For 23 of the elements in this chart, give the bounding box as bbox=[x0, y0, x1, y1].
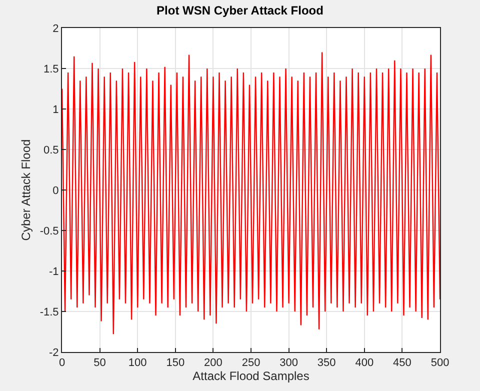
x-tick-label: 400 bbox=[355, 357, 374, 370]
y-tick-label: -1 bbox=[49, 266, 59, 278]
chart-title: Plot WSN Cyber Attack Flood bbox=[156, 3, 324, 18]
y-axis-title: Cyber Attack Flood bbox=[19, 139, 34, 241]
x-tick-label: 500 bbox=[430, 357, 450, 370]
x-tick-label: 200 bbox=[204, 357, 222, 370]
y-tick-label: 2 bbox=[52, 22, 59, 35]
x-tick-label: 250 bbox=[242, 357, 260, 370]
y-tick-label: 1 bbox=[52, 104, 59, 116]
y-tick-label: -2 bbox=[49, 346, 59, 359]
x-tick-label: 350 bbox=[317, 357, 336, 370]
line-series bbox=[62, 52, 440, 335]
x-axis-title: Attack Flood Samples bbox=[192, 369, 310, 384]
x-tick-label: 450 bbox=[393, 357, 412, 370]
x-tick-label: 50 bbox=[94, 357, 106, 370]
x-tick-label: 150 bbox=[166, 357, 185, 370]
y-tick-label: -1.5 bbox=[40, 306, 59, 318]
y-tick-label: 0 bbox=[52, 184, 59, 197]
y-tick-label: -0.5 bbox=[40, 225, 59, 238]
x-tick-label: 300 bbox=[280, 357, 298, 370]
y-tick-label: 1.5 bbox=[44, 63, 59, 76]
y-tick-label: 0.5 bbox=[44, 144, 59, 156]
x-tick-label: 100 bbox=[128, 357, 147, 370]
